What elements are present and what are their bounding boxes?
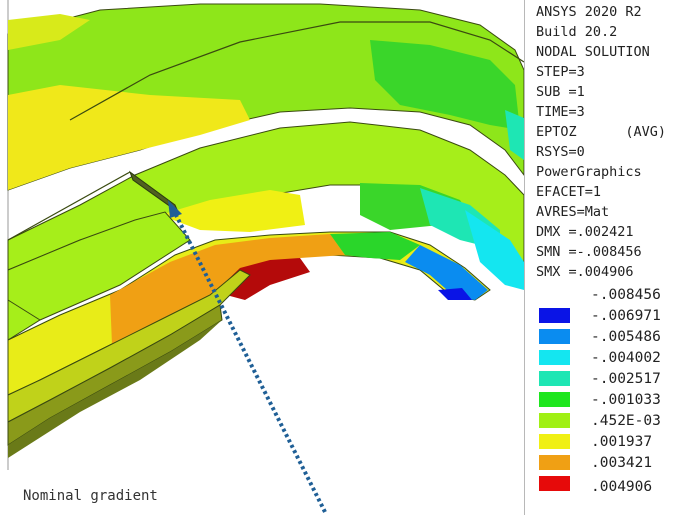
patch-cyan-middle-right [465, 210, 524, 290]
legend-level-value: -.004002 [591, 350, 661, 366]
legend-color-swatch [539, 434, 570, 449]
legend-info-line: SUB =1 [536, 84, 585, 100]
legend-info-line: AVRES=Mat [536, 204, 610, 220]
legend-info-line: Build 20.2 [536, 24, 618, 40]
notch-edge-upper [7, 171, 131, 241]
legend-info-line: EPTOZ (AVG) [536, 124, 667, 140]
legend-info-line: TIME=3 [536, 104, 585, 120]
legend-color-swatch [539, 455, 570, 470]
legend-level-value: .003421 [591, 455, 653, 471]
legend-color-swatch [539, 413, 570, 428]
upper-band-inner-edge [69, 21, 525, 121]
legend-color-swatch [539, 371, 570, 386]
patch-dark-blue-min [438, 288, 472, 300]
nominal-gradient-arrow-line [173, 212, 327, 513]
legend-level-value: -.005486 [591, 329, 661, 345]
legend-info-line: ANSYS 2020 R2 [536, 4, 642, 20]
legend-color-swatch [539, 476, 570, 491]
patch-yellow-middle [160, 190, 305, 232]
legend-info-line: RSYS=0 [536, 144, 585, 160]
legend-level-value: -.008456 [591, 287, 661, 303]
legend-info-line: NODAL SOLUTION [536, 44, 650, 60]
legend-info-line: SMX =.004906 [536, 264, 634, 280]
patch-yellow-top [8, 14, 90, 50]
legend-color-swatch [539, 329, 570, 344]
legend-panel: ANSYS 2020 R2 Build 20.2 NODAL SOLUTION … [524, 0, 686, 515]
legend-level-value: .001937 [591, 434, 653, 450]
legend-level-value: -.002517 [591, 371, 661, 387]
patch-green-upper-right [370, 40, 520, 130]
band-left-lower [7, 211, 191, 341]
legend-color-swatch [539, 350, 570, 365]
legend-level-value: .452E-03 [591, 413, 661, 429]
slab-edge [7, 299, 41, 321]
patch-green-inner [330, 232, 420, 260]
legend-level-value: .004906 [591, 479, 653, 495]
patch-red-max [215, 258, 310, 300]
legend-level-value: -.001033 [591, 392, 661, 408]
legend-color-swatch [539, 308, 570, 323]
legend-info-line: SMN =-.008456 [536, 244, 642, 260]
legend-info-line: STEP=3 [536, 64, 585, 80]
legend-info-line: EFACET=1 [536, 184, 602, 200]
nominal-gradient-label: Nominal gradient [23, 488, 158, 504]
patch-blue-inner [405, 245, 488, 300]
legend-info-line: DMX =.002421 [536, 224, 634, 240]
patch-orange-inner [110, 234, 345, 345]
band-lower-face-bottom [8, 320, 222, 458]
patch-cyan-upper-right [505, 110, 524, 160]
nominal-gradient-arrow-head [168, 200, 182, 218]
legend-info-line: PowerGraphics [536, 164, 642, 180]
patch-yellow-left [8, 85, 250, 190]
legend-level-value: -.006971 [591, 308, 661, 324]
legend-color-swatch [539, 392, 570, 407]
